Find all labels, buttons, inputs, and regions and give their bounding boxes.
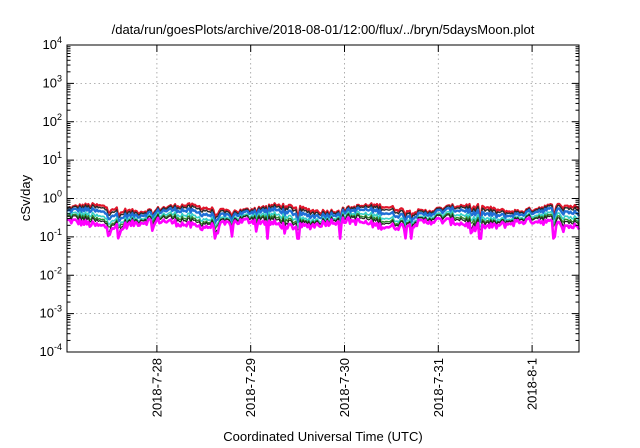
- y-tick-base: 10: [40, 229, 54, 244]
- x-axis-label: Coordinated Universal Time (UTC): [223, 429, 422, 444]
- y-tick-exponent: 1: [57, 150, 62, 160]
- x-tick-label: 2018-7-29: [243, 358, 258, 417]
- y-tick-base: 10: [43, 191, 57, 206]
- y-tick-exponent: -4: [54, 342, 62, 352]
- grid: [67, 45, 579, 352]
- y-tick-exponent: 2: [57, 112, 62, 122]
- y-tick-label: 10-4: [40, 342, 62, 359]
- x-tick-label: 2018-8-1: [525, 358, 540, 410]
- series-group: [66, 202, 581, 240]
- y-tick-base: 10: [40, 306, 54, 321]
- series-line: [66, 216, 581, 240]
- y-tick-base: 10: [43, 114, 57, 129]
- y-tick-label: 103: [43, 73, 62, 90]
- y-tick-label: 10-3: [40, 304, 62, 321]
- y-tick-exponent: -3: [54, 304, 62, 314]
- y-tick-base: 10: [40, 267, 54, 282]
- y-tick-label: 101: [43, 150, 62, 167]
- y-tick-label: 104: [43, 35, 62, 52]
- x-tick-label: 2018-7-31: [431, 358, 446, 417]
- y-tick-base: 10: [40, 344, 54, 359]
- y-tick-exponent: -1: [54, 227, 62, 237]
- x-tick-label: 2018-7-30: [337, 358, 352, 417]
- chart-title: /data/run/goesPlots/archive/2018-08-01/1…: [112, 22, 535, 37]
- y-tick-label: 102: [43, 112, 62, 129]
- x-axis: 2018-7-28 2018-7-29 2018-7-30 2018-7-31 2018…: [149, 45, 540, 417]
- y-axis-label: cSv/day: [18, 174, 33, 221]
- y-tick-exponent: 4: [57, 35, 62, 45]
- y-tick-base: 10: [43, 37, 57, 52]
- y-tick-exponent: 0: [57, 189, 62, 199]
- y-tick-label: 100: [43, 189, 62, 206]
- y-tick-label: 10-2: [40, 265, 62, 282]
- y-tick-label: 10-1: [40, 227, 62, 244]
- x-tick-label: 2018-7-28: [149, 358, 164, 417]
- y-tick-exponent: -2: [54, 265, 62, 275]
- y-tick-base: 10: [43, 152, 57, 167]
- y-tick-base: 10: [43, 75, 57, 90]
- y-tick-exponent: 3: [57, 73, 62, 83]
